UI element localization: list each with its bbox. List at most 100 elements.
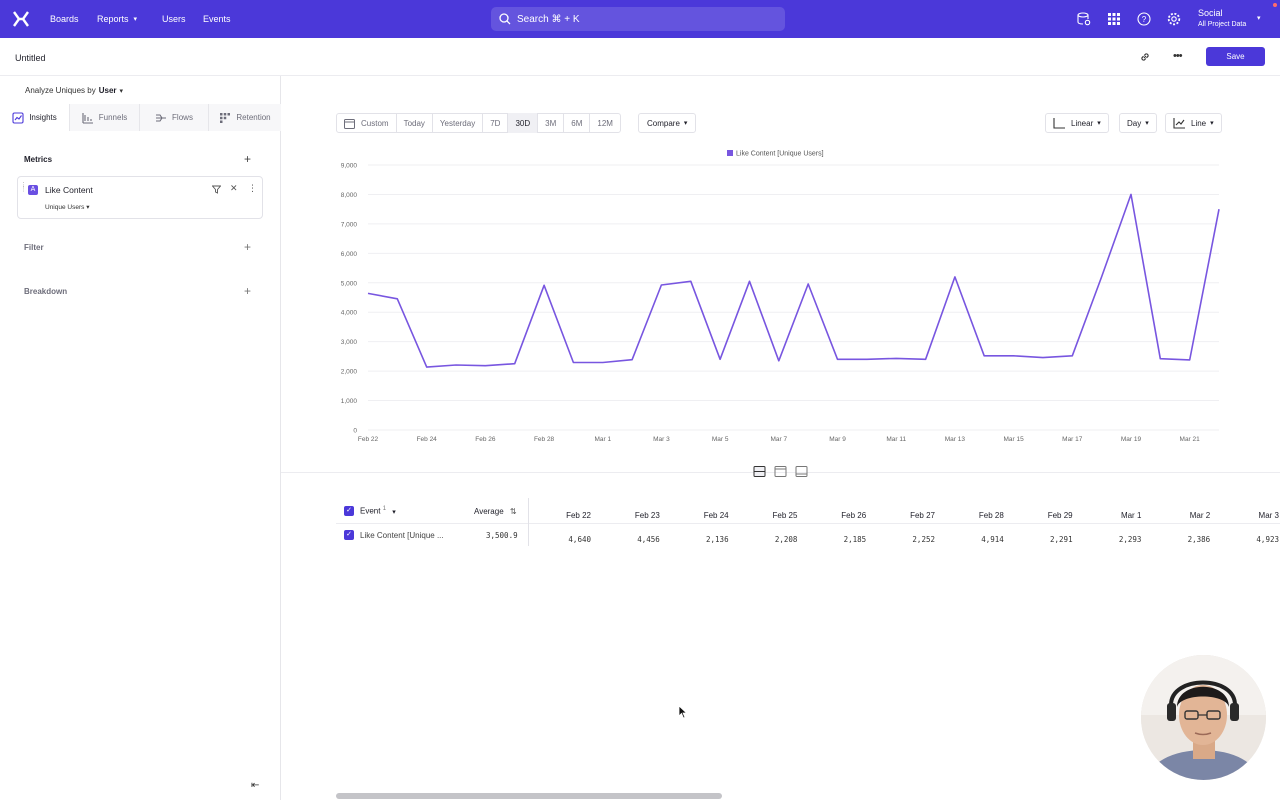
- compare-dropdown[interactable]: Compare ▾: [638, 113, 697, 133]
- metric-measure-selector[interactable]: Unique Users ▾: [45, 203, 89, 211]
- breakdown-section-label: Breakdown: [24, 287, 68, 296]
- apps-grid-icon[interactable]: [1107, 12, 1121, 26]
- date-column-header[interactable]: Feb 28: [978, 511, 1004, 520]
- line-chart: 0 1,000 2,000 3,000 4,000 5,000 6,000 7,000 8,00…: [341, 150, 1220, 443]
- save-button[interactable]: Save: [1206, 47, 1265, 66]
- chart-only-icon[interactable]: [773, 465, 788, 478]
- date-column-header[interactable]: Feb 25: [772, 511, 798, 520]
- x-tick-label: Mar 5: [712, 436, 729, 443]
- range-today[interactable]: Today: [397, 113, 433, 133]
- flows-icon: [156, 113, 167, 122]
- nav-reports-label: Reports: [97, 14, 129, 24]
- average-column-header[interactable]: Average ⇅: [474, 507, 517, 516]
- date-column-header[interactable]: Feb 24: [703, 511, 729, 520]
- select-all-checkbox[interactable]: ✓: [344, 506, 354, 516]
- scale-dropdown[interactable]: Linear ▾: [1045, 113, 1109, 133]
- scale-label: Linear: [1071, 118, 1094, 128]
- date-column-header[interactable]: Feb 29: [1047, 511, 1073, 520]
- chevron-down-icon: ▾: [1097, 120, 1101, 127]
- metric-name[interactable]: Like Content: [45, 185, 93, 195]
- axis-scale-icon: [1053, 117, 1065, 129]
- range-30d[interactable]: 30D: [508, 113, 539, 133]
- search-bar[interactable]: Search ⌘ + K: [491, 7, 785, 31]
- more-options-icon[interactable]: •••: [1173, 50, 1183, 62]
- gear-icon[interactable]: [1167, 12, 1181, 26]
- date-column-header[interactable]: Mar 3: [1258, 511, 1279, 520]
- tab-retention[interactable]: Retention: [209, 104, 281, 131]
- event-column-header[interactable]: Event 1 ▾: [360, 506, 396, 516]
- presenter-video: [1141, 655, 1266, 780]
- interval-label: Day: [1127, 118, 1142, 128]
- table-row[interactable]: ✓ Like Content [Unique ... 3,500.9 4,640…: [336, 524, 1280, 546]
- row-value-cell: 4,640: [568, 535, 591, 544]
- header-divider: [336, 523, 1280, 524]
- chevron-down-icon: ▾: [86, 204, 90, 211]
- add-metric-icon[interactable]: +: [244, 152, 252, 166]
- row-checkbox[interactable]: ✓: [344, 530, 354, 540]
- search-icon: [499, 13, 511, 25]
- row-value-cell: 2,136: [706, 535, 729, 544]
- y-tick-label: 7,000: [341, 221, 358, 228]
- chevron-down-icon[interactable]: ▾: [1257, 15, 1261, 22]
- tab-flows[interactable]: Flows: [140, 104, 209, 131]
- tab-funnels[interactable]: Funnels: [70, 104, 140, 131]
- collapse-panel-icon[interactable]: ⇤: [251, 780, 260, 791]
- filter-icon[interactable]: [212, 185, 221, 194]
- nav-events[interactable]: Events: [203, 14, 231, 24]
- funnels-icon: [82, 112, 93, 124]
- nav-reports[interactable]: Reports ▾: [97, 0, 137, 38]
- interval-dropdown[interactable]: Day ▾: [1119, 113, 1157, 133]
- table-only-icon[interactable]: [794, 465, 809, 478]
- insights-icon: [12, 111, 24, 124]
- frozen-column-separator: [528, 498, 529, 546]
- date-column-header[interactable]: Mar 2: [1189, 511, 1211, 520]
- project-sub: All Project Data: [1198, 21, 1247, 28]
- add-breakdown-icon[interactable]: +: [244, 284, 252, 298]
- chart-type-dropdown[interactable]: Line ▾: [1165, 113, 1222, 133]
- link-icon[interactable]: [1139, 51, 1151, 63]
- date-column-header[interactable]: Mar 1: [1120, 511, 1142, 520]
- nav-boards[interactable]: Boards: [50, 14, 79, 24]
- drag-handle-icon[interactable]: ⋮ ⋮: [20, 182, 27, 193]
- metric-card[interactable]: ⋮ ⋮ A Like Content Unique Users ▾ ✕ ⋮: [17, 176, 263, 219]
- close-icon[interactable]: ✕: [230, 183, 238, 193]
- horizontal-scrollbar[interactable]: [336, 793, 722, 799]
- row-value-cell: 2,185: [843, 535, 867, 544]
- x-tick-label: Mar 15: [1003, 436, 1024, 443]
- tab-insights[interactable]: Insights: [0, 104, 70, 131]
- data-management-icon[interactable]: [1077, 12, 1091, 26]
- add-filter-icon[interactable]: +: [244, 240, 252, 254]
- range-7d[interactable]: 7D: [483, 113, 509, 133]
- range-3m[interactable]: 3M: [538, 113, 565, 133]
- split-view-icon[interactable]: [752, 465, 767, 478]
- sort-icon[interactable]: ⇅: [509, 506, 517, 516]
- date-column-header[interactable]: Feb 27: [910, 511, 935, 520]
- range-custom[interactable]: Custom: [337, 113, 397, 133]
- date-column-header[interactable]: Feb 23: [634, 511, 660, 520]
- y-tick-label: 6,000: [341, 251, 358, 258]
- event-column-label: Event: [360, 506, 381, 516]
- help-icon[interactable]: ?: [1137, 12, 1151, 26]
- vertical-more-icon[interactable]: ⋮: [248, 183, 257, 193]
- date-column-header[interactable]: Feb 22: [566, 511, 591, 520]
- legend-label[interactable]: Like Content [Unique Users]: [736, 151, 824, 158]
- project-switcher[interactable]: Social All Project Data: [1198, 8, 1246, 30]
- nav-users[interactable]: Users: [162, 14, 186, 24]
- series-line-like-content[interactable]: [367, 193, 1220, 368]
- date-column-header[interactable]: Feb 26: [841, 511, 867, 520]
- range-yesterday[interactable]: Yesterday: [433, 113, 484, 133]
- chevron-down-icon: ▾: [119, 88, 124, 95]
- x-tick-label: Mar 7: [771, 436, 788, 443]
- range-12m[interactable]: 12M: [597, 118, 613, 128]
- mixpanel-logo-icon[interactable]: [12, 10, 30, 28]
- x-tick-label: Mar 13: [945, 436, 966, 443]
- row-value-cell: 2,386: [1187, 535, 1211, 544]
- range-6m[interactable]: 6M: [564, 113, 591, 133]
- chevron-down-icon: ▾: [133, 16, 138, 23]
- chevron-down-icon: ▾: [392, 508, 396, 516]
- analyze-uniques-selector[interactable]: Analyze Uniques by User ▾: [25, 86, 123, 95]
- y-tick-label: 1,000: [341, 398, 358, 405]
- row-value-cell: 2,252: [912, 535, 935, 544]
- legend-swatch: [727, 150, 733, 156]
- report-title[interactable]: Untitled: [15, 53, 46, 63]
